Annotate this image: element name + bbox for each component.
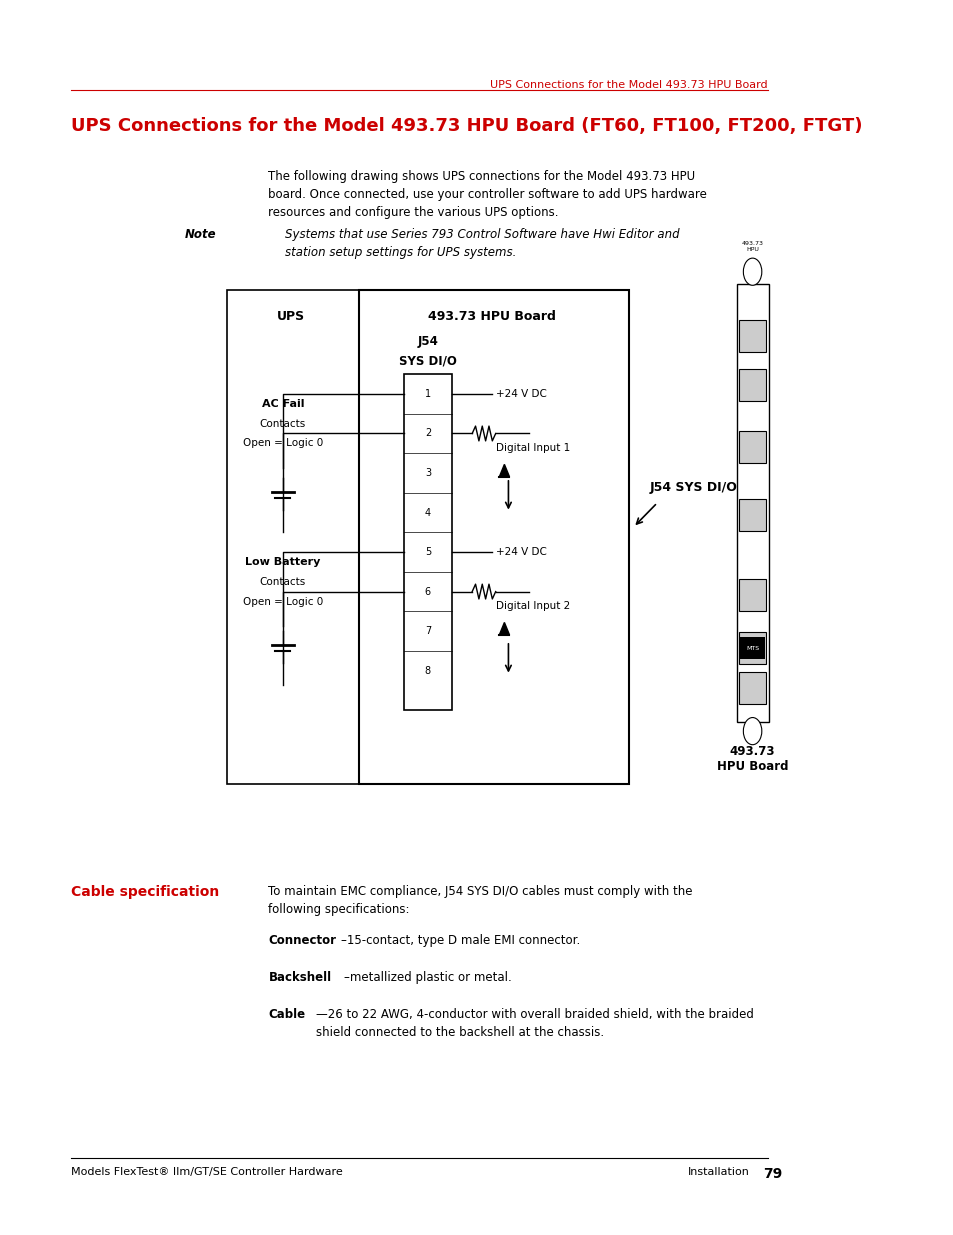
Bar [739,431,765,463]
Text: +24 V DC: +24 V DC [496,547,547,557]
Text: Contacts: Contacts [259,577,306,587]
Bar [226,290,359,784]
Text: SYS DI/O: SYS DI/O [398,354,456,368]
Text: 4: 4 [424,508,431,517]
Text: To maintain EMC compliance, J54 SYS DI/O cables must comply with the
following s: To maintain EMC compliance, J54 SYS DI/O… [268,885,692,916]
Bar [739,632,765,664]
Text: Open = Logic 0: Open = Logic 0 [242,438,323,448]
Text: The following drawing shows UPS connections for the Model 493.73 HPU
board. Once: The following drawing shows UPS connecti… [268,170,706,220]
Circle shape [742,258,761,285]
Text: Connector: Connector [268,934,336,947]
Text: UPS Connections for the Model 493.73 HPU Board: UPS Connections for the Model 493.73 HPU… [490,80,767,90]
Text: 2: 2 [424,429,431,438]
Bar [739,320,765,352]
Text: 5: 5 [424,547,431,557]
Text: Systems that use Series 793 Control Software have Hwi Editor and
station setup s: Systems that use Series 793 Control Soft… [285,228,679,259]
Text: Models FlexTest® IIm/GT/SE Controller Hardware: Models FlexTest® IIm/GT/SE Controller Ha… [71,1167,343,1177]
Text: 8: 8 [424,666,431,676]
Text: 493.73 HPU Board: 493.73 HPU Board [428,310,556,324]
Text: 493.73
HPU: 493.73 HPU [740,241,762,252]
Text: UPS Connections for the Model 493.73 HPU Board (FT60, FT100, FT200, FTGT): UPS Connections for the Model 493.73 HPU… [71,117,862,136]
Bar [739,499,765,531]
Text: Note: Note [184,228,216,242]
Text: Cable: Cable [268,1008,305,1021]
Text: –metallized plastic or metal.: –metallized plastic or metal. [344,971,511,984]
Bar [739,672,765,704]
Text: Digital Input 1: Digital Input 1 [496,443,570,453]
Text: J54: J54 [417,335,437,348]
Bar [739,579,765,611]
Bar [740,637,764,659]
Text: —26 to 22 AWG, 4-conductor with overall braided shield, with the braided
shield : —26 to 22 AWG, 4-conductor with overall … [316,1008,754,1039]
Polygon shape [498,464,509,477]
Text: 7: 7 [424,626,431,636]
Text: 1: 1 [424,389,431,399]
Text: 3: 3 [424,468,431,478]
Circle shape [742,718,761,745]
Text: J54 SYS DI/O: J54 SYS DI/O [649,482,737,494]
Text: Contacts: Contacts [259,419,306,429]
Bar [736,284,768,722]
Text: –15-contact, type D male EMI connector.: –15-contact, type D male EMI connector. [341,934,580,947]
Bar [739,369,765,401]
Bar [359,290,629,784]
Text: AC Fail: AC Fail [261,399,304,409]
Polygon shape [498,622,509,635]
Text: Open = Logic 0: Open = Logic 0 [242,597,323,606]
Text: 6: 6 [424,587,431,597]
Text: Cable specification: Cable specification [71,885,219,899]
Text: MTS: MTS [745,646,759,651]
Text: Installation: Installation [687,1167,749,1177]
Bar [403,374,452,710]
Text: UPS: UPS [276,310,305,324]
Text: Backshell: Backshell [268,971,332,984]
Text: Low Battery: Low Battery [245,557,320,567]
Text: 493.73
HPU Board: 493.73 HPU Board [716,745,787,773]
Text: Digital Input 2: Digital Input 2 [496,601,570,611]
Text: +24 V DC: +24 V DC [496,389,547,399]
Text: 79: 79 [762,1167,781,1181]
